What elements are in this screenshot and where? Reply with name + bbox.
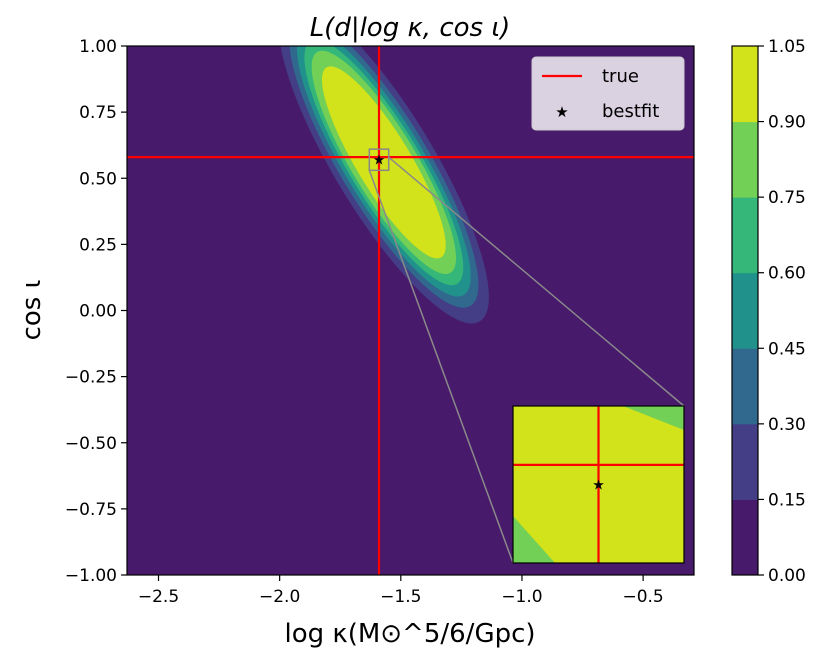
y-axis: 1.00 0.75 0.50 0.25 0.00 −0.25 −0.50 −0.75 −1.00 bbox=[65, 37, 127, 586]
legend-label-bestfit: bestfit bbox=[602, 101, 659, 122]
colorbar-tick-label: 0.00 bbox=[768, 566, 806, 586]
legend: true ★ bestfit bbox=[531, 56, 685, 131]
bestfit-star: ★ bbox=[373, 153, 386, 169]
inset-bestfit-star: ★ bbox=[592, 478, 605, 494]
inset-zoom-indicator bbox=[368, 148, 685, 564]
colorbar-tick-label: 0.45 bbox=[768, 339, 806, 359]
main-marker-group: ★ bbox=[127, 46, 694, 575]
colorbar bbox=[732, 46, 758, 576]
x-axis-label: log κ(M⊙^5/6/Gpc) bbox=[284, 619, 535, 649]
y-tick-label: −0.75 bbox=[65, 500, 117, 520]
colorbar-band-1 bbox=[732, 423, 758, 500]
zoom-region-box bbox=[368, 148, 390, 172]
colorbar-frame bbox=[731, 45, 759, 576]
colorbar-tick-label: 0.30 bbox=[768, 415, 806, 435]
colorbar-tick-label: 1.05 bbox=[768, 37, 806, 57]
x-tick-label: −2.5 bbox=[138, 587, 179, 607]
y-tick-label: 0.00 bbox=[79, 302, 117, 322]
y-tick-label: −0.50 bbox=[65, 434, 117, 454]
legend-label-true: true bbox=[602, 66, 639, 87]
zoom-connector-lower bbox=[368, 170, 514, 564]
x-tick-label: −1.5 bbox=[380, 587, 421, 607]
colorbar-band-0 bbox=[732, 499, 758, 576]
colorbar-band-5 bbox=[732, 121, 758, 198]
inset-contour-group bbox=[513, 406, 684, 563]
colorbar-band-2 bbox=[732, 348, 758, 425]
chart-title: L(d|log κ, cos ι) bbox=[310, 13, 511, 43]
colorbar-tick-label: 0.15 bbox=[768, 490, 806, 510]
colorbar-tick-label: 0.90 bbox=[768, 113, 806, 133]
x-tick-label: −0.5 bbox=[622, 587, 663, 607]
inset-marker-group: ★ bbox=[513, 406, 684, 563]
inset-contour-upper bbox=[623, 406, 684, 430]
colorbar-tick-label: 0.60 bbox=[768, 264, 806, 284]
y-tick-label: 0.75 bbox=[79, 103, 117, 123]
y-tick-label: 0.50 bbox=[79, 169, 117, 189]
colorbar-band-6 bbox=[732, 46, 758, 123]
contour-fill-group bbox=[278, 46, 489, 324]
colorbar-band-3 bbox=[732, 272, 758, 349]
y-tick-label: −1.00 bbox=[65, 566, 117, 586]
colorbar-band-4 bbox=[732, 197, 758, 274]
y-tick-label: 1.00 bbox=[79, 37, 117, 57]
x-axis: −2.5 −2.0 −1.5 −1.0 −0.5 bbox=[138, 575, 664, 607]
inset-contour-lower bbox=[513, 516, 555, 563]
y-tick-label: −0.25 bbox=[65, 368, 117, 388]
x-tick-label: −1.0 bbox=[501, 587, 542, 607]
inset-frame bbox=[512, 405, 685, 564]
colorbar-ticks: 0.00 0.15 0.30 0.45 0.60 0.75 0.90 1.05 bbox=[758, 37, 806, 586]
y-tick-label: 0.25 bbox=[79, 235, 117, 255]
zoom-connector-upper bbox=[388, 156, 685, 407]
colorbar-tick-label: 0.75 bbox=[768, 188, 806, 208]
contour-level-7 bbox=[346, 104, 422, 221]
x-tick-label: −2.0 bbox=[259, 587, 300, 607]
legend-bestfit-star: ★ bbox=[555, 103, 568, 121]
y-axis-label: cos ι bbox=[17, 280, 47, 341]
